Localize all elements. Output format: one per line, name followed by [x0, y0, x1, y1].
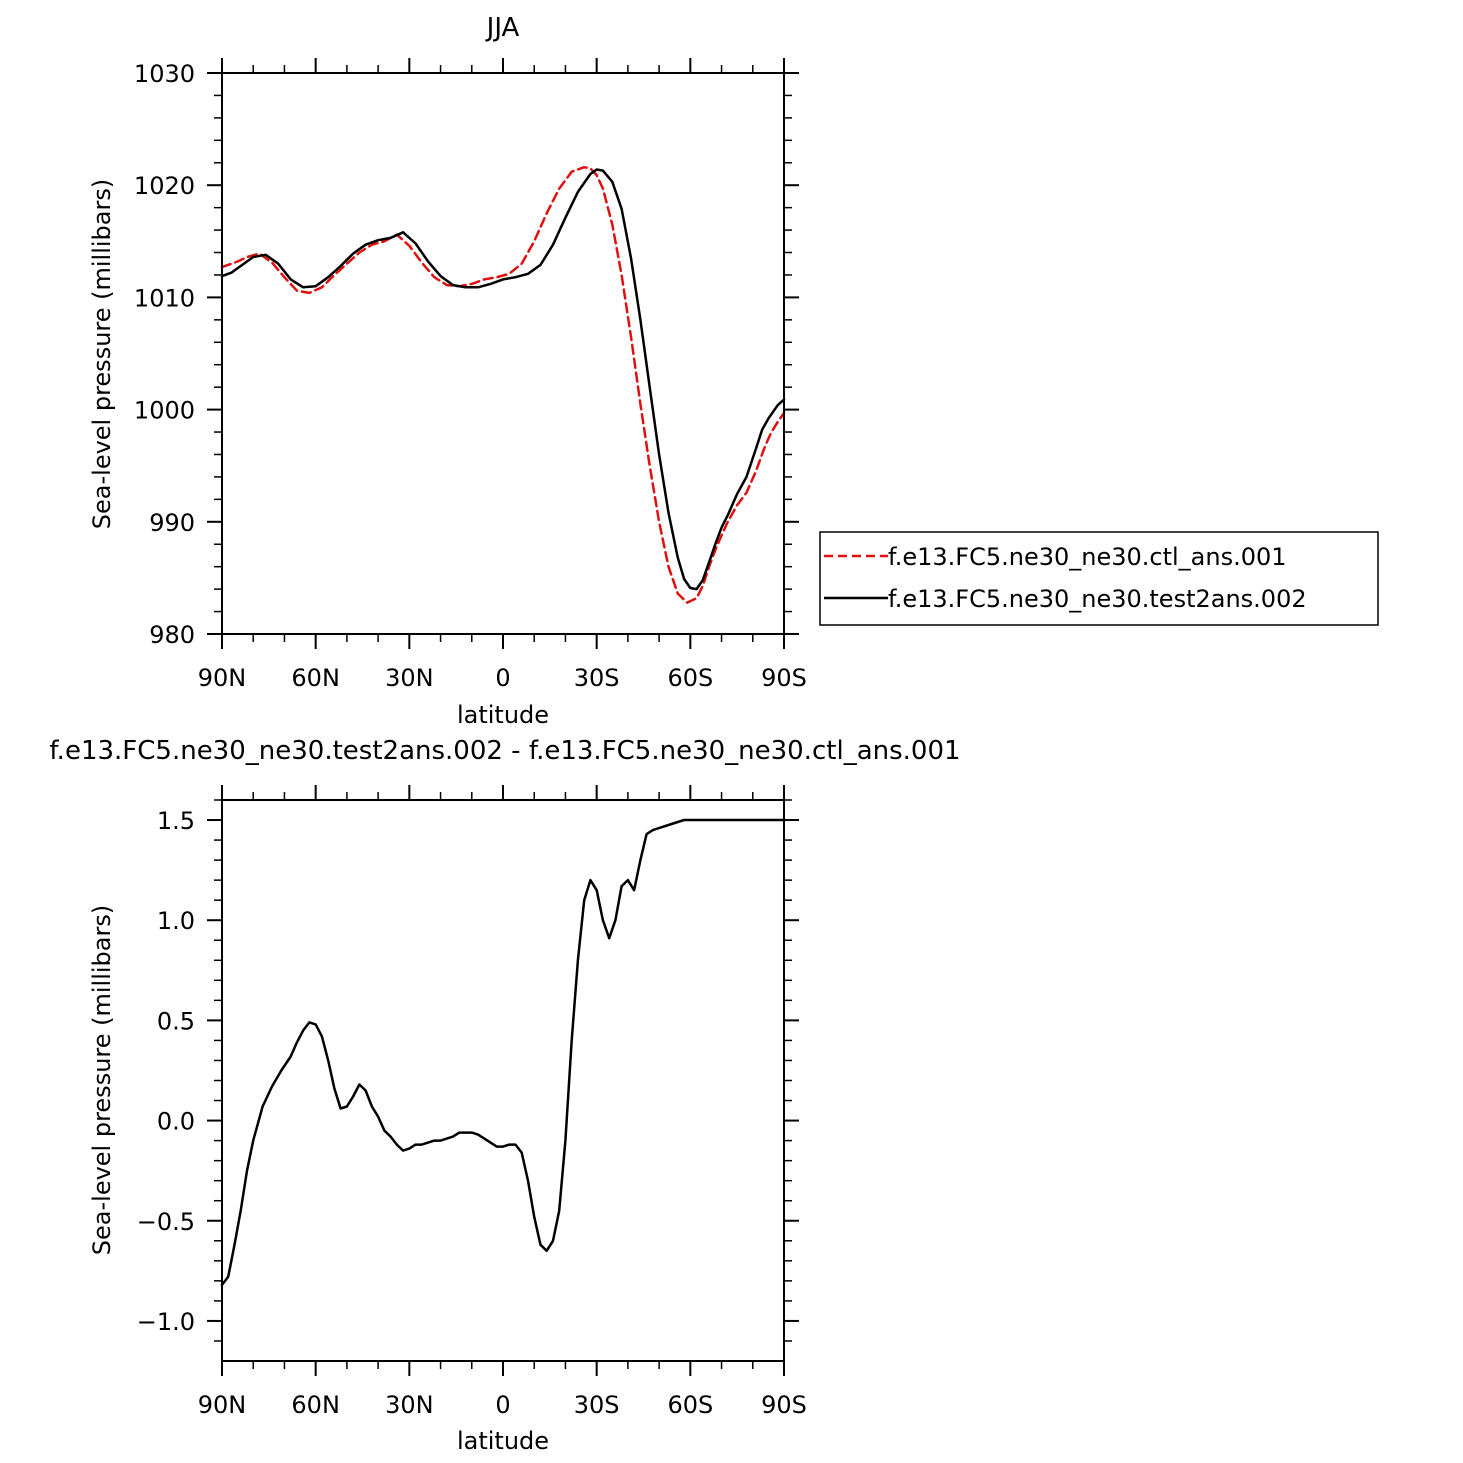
- x-tick-label: 30N: [385, 664, 434, 692]
- slp-zonal-mean-panel: JJA Sea-level pressure (millibars) latit…: [88, 13, 807, 729]
- legend: f.e13.FC5.ne30_ne30.ctl_ans.001 f.e13.FC…: [819, 531, 1379, 626]
- plot-area: [220, 165, 786, 604]
- x-tick-label: 90N: [198, 664, 247, 692]
- panel-title: JJA: [485, 13, 520, 43]
- legend-box: [819, 531, 1379, 626]
- y-tick-label: 1010: [134, 284, 195, 312]
- y-tick-label: −0.5: [137, 1208, 195, 1236]
- y-tick-label: 1.0: [157, 907, 195, 935]
- y-tick-label: 0.5: [157, 1007, 195, 1035]
- series-line-0: [220, 165, 786, 604]
- x-tick-label: 0: [495, 1391, 510, 1419]
- legend-label-ctl: f.e13.FC5.ne30_ne30.ctl_ans.001: [888, 543, 1287, 571]
- x-tick-labels: 90N 60N 30N 0 30S 60S 90S: [198, 1391, 807, 1419]
- x-tick-label: 60S: [667, 664, 713, 692]
- y-tick-labels: 980 990 1000 1010 1020 1030: [134, 60, 195, 649]
- y-tick-label: 980: [149, 621, 195, 649]
- y-tick-label: 1.5: [157, 807, 195, 835]
- y-tick-label: 1030: [134, 60, 195, 88]
- slp-difference-panel: f.e13.FC5.ne30_ne30.test2ans.002 - f.e13…: [49, 736, 960, 1455]
- plot-frame: [221, 72, 785, 635]
- legend-label-test: f.e13.FC5.ne30_ne30.test2ans.002: [888, 585, 1307, 613]
- y-axis-label: Sea-level pressure (millibars): [88, 179, 116, 529]
- y-tick-label: 1020: [134, 172, 195, 200]
- x-tick-label: 90S: [761, 664, 807, 692]
- x-tick-label: 30S: [574, 664, 620, 692]
- plot-area: [220, 818, 786, 1287]
- series-line-1: [220, 168, 786, 591]
- x-tick-label: 0: [495, 664, 510, 692]
- x-tick-label: 90S: [761, 1391, 807, 1419]
- y-tick-labels: −1.0 −0.5 0.0 0.5 1.0 1.5: [137, 807, 195, 1336]
- x-tick-label: 30N: [385, 1391, 434, 1419]
- y-tick-label: 1000: [134, 397, 195, 425]
- axis-ticks: [207, 58, 799, 649]
- x-tick-labels: 90N 60N 30N 0 30S 60S 90S: [198, 664, 807, 692]
- y-tick-label: −1.0: [137, 1308, 195, 1336]
- y-axis-label: Sea-level pressure (millibars): [88, 905, 116, 1255]
- panel-title: f.e13.FC5.ne30_ne30.test2ans.002 - f.e13…: [49, 736, 960, 766]
- x-axis-label: latitude: [457, 701, 549, 729]
- x-axis-label: latitude: [457, 1427, 549, 1455]
- series-line-0: [220, 818, 786, 1287]
- axis-ticks: [207, 785, 799, 1376]
- x-tick-label: 90N: [198, 1391, 247, 1419]
- x-tick-label: 60N: [291, 1391, 340, 1419]
- plot-frame: [221, 799, 785, 1362]
- y-tick-label: 0.0: [157, 1108, 195, 1136]
- x-tick-label: 60N: [291, 664, 340, 692]
- x-tick-label: 60S: [667, 1391, 713, 1419]
- y-tick-label: 990: [149, 509, 195, 537]
- x-tick-label: 30S: [574, 1391, 620, 1419]
